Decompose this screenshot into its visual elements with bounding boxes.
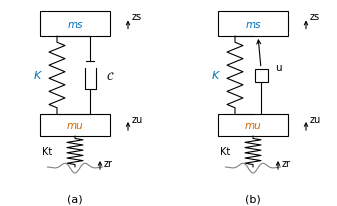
Text: Kt: Kt [42, 147, 52, 157]
Text: ms: ms [67, 19, 83, 29]
Text: K: K [211, 71, 219, 81]
Bar [254, 69, 268, 82]
Text: zu: zu [132, 115, 143, 124]
Text: u: u [275, 63, 282, 73]
Text: $\mathcal{C}$: $\mathcal{C}$ [106, 70, 115, 82]
Text: zr: zr [104, 158, 113, 168]
Text: (b): (b) [245, 194, 261, 204]
Text: mu: mu [67, 121, 83, 130]
Bar [218, 115, 288, 136]
Bar [40, 115, 110, 136]
Text: zs: zs [132, 12, 142, 22]
Text: zu: zu [310, 115, 321, 124]
Text: zs: zs [310, 12, 320, 22]
Text: zr: zr [282, 158, 291, 168]
Bar [218, 12, 288, 37]
Text: ms: ms [245, 19, 261, 29]
Text: mu: mu [245, 121, 262, 130]
Bar [40, 12, 110, 37]
Text: Kt: Kt [220, 147, 230, 157]
Text: K: K [33, 71, 41, 81]
Text: (a): (a) [67, 194, 83, 204]
